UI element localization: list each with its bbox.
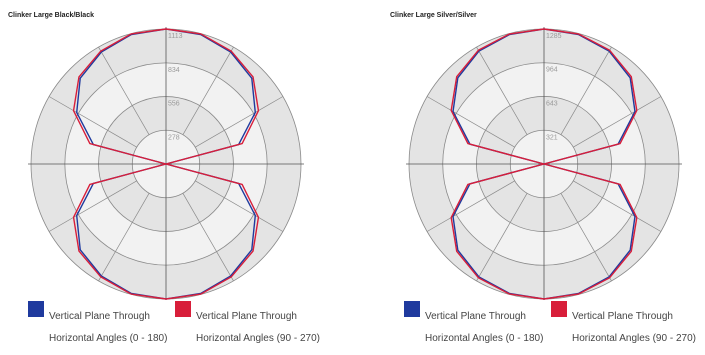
polar-chart: 321 643 964 1285 [406,27,682,300]
legend-label-line2: Horizontal Angles (0 - 180) [425,333,544,344]
ring-label: 834 [168,67,180,74]
legend-label-line1: Vertical Plane Through [425,311,526,322]
polar-spoke [195,180,284,232]
legend-swatch-blue [404,301,420,317]
polar-spoke [476,46,528,135]
chart-title: Clinker Large Black/Black [8,12,94,19]
ring-label: 1285 [546,33,562,40]
ring-label: 556 [168,101,180,108]
polar-spoke [98,46,150,135]
ring-label: 321 [546,134,558,141]
legend-label-line1: Vertical Plane Through [49,311,150,322]
polar-spoke [573,180,662,232]
chart-title: Clinker Large Silver/Silver [390,12,477,19]
chart-panel-left: Clinker Large Black/Black 278 556 834 1113 … [0,0,352,344]
legend-item-horizontal: Vertical Plane Through Horizontal Angles… [551,300,696,355]
legend-label: Vertical Plane Through Horizontal Angles… [572,300,696,355]
polar-spoke [182,193,234,282]
polar-spoke [426,96,515,148]
legend-item-vertical: Vertical Plane Through Horizontal Angles… [404,300,543,355]
legend: Vertical Plane Through Horizontal Angles… [352,300,704,344]
legend-label: Vertical Plane Through Horizontal Angles… [425,300,543,355]
series-line-horizontal [450,28,638,300]
polar-spoke [560,46,612,135]
chart-panel-right: Clinker Large Silver/Silver 321 643 964 128… [352,0,704,344]
polar-spoke [98,193,150,282]
polar-spoke [182,46,234,135]
ring-label: 964 [546,67,558,74]
legend-swatch-red [551,301,567,317]
legend-item-vertical: Vertical Plane Through Horizontal Angles… [28,300,167,355]
legend-label: Vertical Plane Through Horizontal Angles… [196,300,320,355]
polar-spoke [48,180,137,232]
ring-label: 643 [546,100,558,107]
polar-spoke [195,96,284,148]
polar-spoke [426,180,515,232]
polar-spoke [560,193,612,282]
legend-label: Vertical Plane Through Horizontal Angles… [49,300,167,355]
legend-item-horizontal: Vertical Plane Through Horizontal Angles… [175,300,320,355]
ring-label: 278 [168,134,180,141]
polar-spoke [48,96,137,148]
legend: Vertical Plane Through Horizontal Angles… [0,300,352,344]
legend-label-line2: Horizontal Angles (90 - 270) [572,333,696,344]
ring-label: 1113 [168,33,183,40]
legend-swatch-blue [28,301,44,317]
polar-chart: 278 556 834 1113 [28,27,304,300]
legend-label-line1: Vertical Plane Through [196,311,297,322]
polar-spoke [476,193,528,282]
legend-label-line2: Horizontal Angles (0 - 180) [49,333,168,344]
series-line-horizontal [72,28,260,300]
legend-label-line1: Vertical Plane Through [572,311,673,322]
polar-spoke [573,96,662,148]
legend-label-line2: Horizontal Angles (90 - 270) [196,333,320,344]
legend-swatch-red [175,301,191,317]
